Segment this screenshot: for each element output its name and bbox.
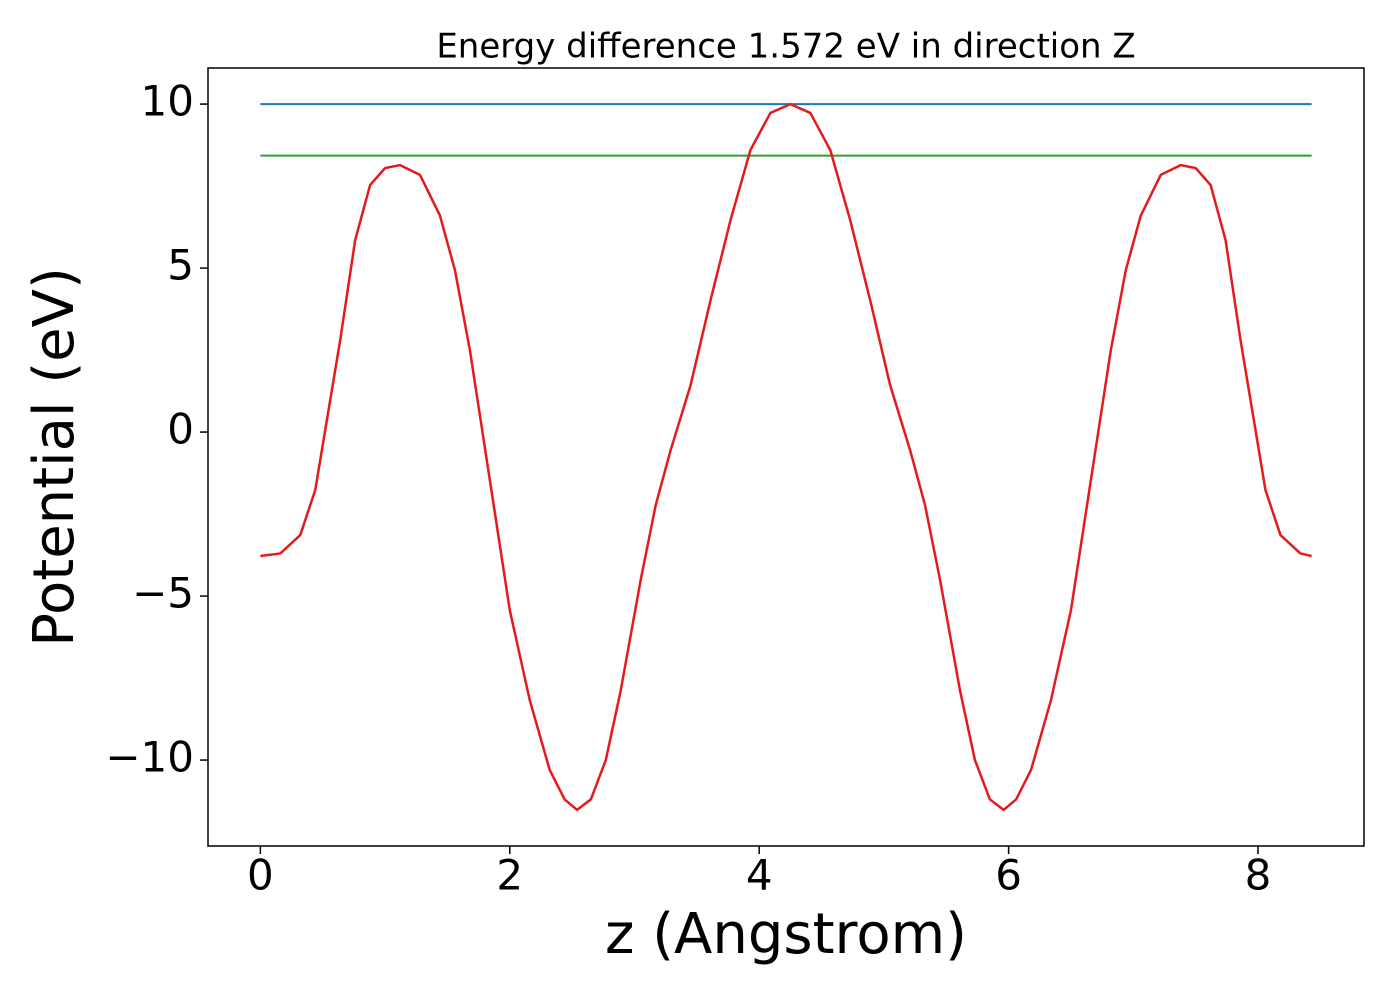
y-tick-label: −5 — [132, 569, 194, 618]
series-line — [260, 102, 1312, 812]
plot-frame — [207, 67, 1365, 847]
x-axis-label: z (Angstrom) — [605, 902, 967, 967]
x-tick-label: 0 — [247, 851, 274, 900]
y-tick-label: 5 — [167, 241, 194, 290]
y-axis-label: Potential (eV) — [22, 267, 87, 647]
y-tick-label: 10 — [141, 77, 194, 126]
x-tick-label: 6 — [995, 851, 1022, 900]
x-tick-label: 8 — [1245, 851, 1272, 900]
x-tick-label: 4 — [746, 851, 773, 900]
chart-title: Energy difference 1.572 eV in direction … — [436, 27, 1135, 67]
y-tick-label: 0 — [167, 405, 194, 454]
x-tick-label: 2 — [496, 851, 523, 900]
y-tick-label: −10 — [105, 733, 194, 782]
